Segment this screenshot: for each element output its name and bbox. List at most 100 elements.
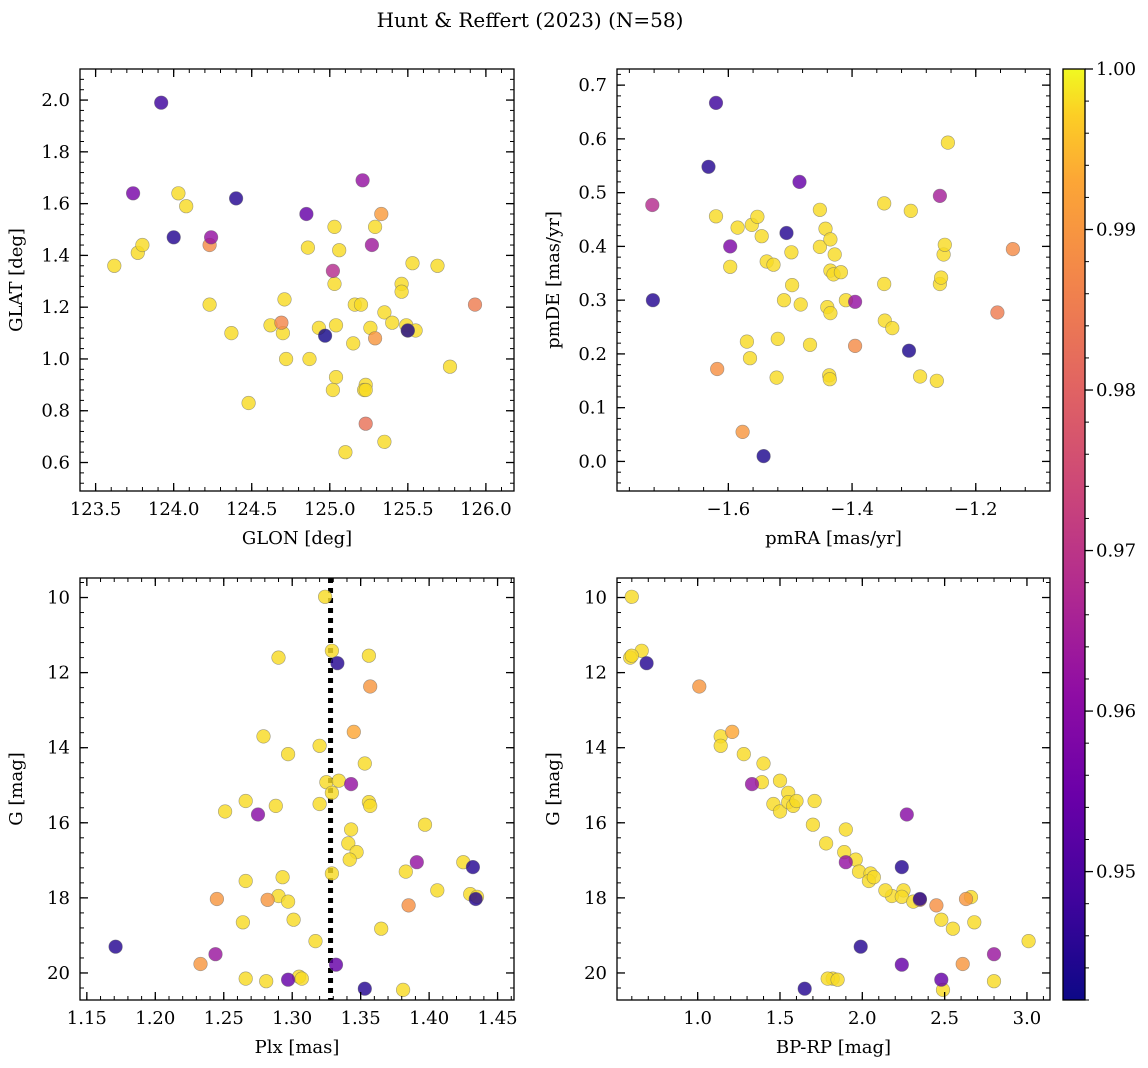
scatter-point [465, 859, 481, 875]
y-tick-label: 0.4 [578, 236, 607, 257]
y-tick-label: 2.0 [41, 90, 70, 111]
scatter-point [368, 219, 383, 234]
scatter-point [853, 939, 868, 954]
scatter-point [179, 199, 194, 214]
scatter-point [792, 174, 807, 189]
scatter-point [286, 912, 301, 927]
scatter-point [894, 957, 909, 972]
x-tick-label: 124.5 [226, 499, 278, 520]
x-tick-label: 2.0 [848, 1008, 877, 1029]
scatter-point [363, 798, 378, 814]
scatter-point [894, 859, 909, 875]
x-axis-label: pmRA [mas/yr] [765, 528, 902, 549]
scatter-point [742, 351, 758, 366]
colorbar-gradient [1062, 68, 1086, 1001]
scatter-point [779, 225, 794, 241]
figure-title: Hunt & Reffert (2023) (N=58) [377, 8, 684, 32]
colorbar-tick-label: 0.99 [1096, 220, 1136, 241]
x-tick-label: 125.0 [304, 499, 356, 520]
x-tick-label: 126.0 [460, 499, 512, 520]
color-magnitude-panel: 1.0 1.5 2.0 2.5 3.0 10 12 14 16 18 20 BP-RP [mag] G … [543, 577, 1051, 1058]
scatter-point [934, 972, 949, 987]
x-tick-label: −1.6 [706, 499, 750, 520]
scatter-point [701, 159, 716, 174]
y-tick-label: 20 [47, 963, 70, 984]
scatter-point [208, 947, 223, 962]
scatter-point [394, 284, 409, 299]
scatter-point [338, 445, 353, 460]
scatter-point [639, 656, 654, 671]
y-tick-label: 1.2 [41, 297, 70, 318]
scatter-point [238, 873, 253, 889]
y-tick-label: 0.0 [578, 451, 607, 472]
scatter-point [838, 822, 853, 837]
scatter-point [259, 974, 274, 989]
scatter-point [318, 328, 333, 343]
scatter-point [328, 957, 344, 972]
scatter-point [281, 972, 296, 987]
axes-frame [79, 577, 515, 1001]
scatter-point [256, 729, 271, 744]
scatter-point [400, 323, 415, 338]
scatter-point [218, 804, 233, 819]
spatial-panel: 123.5 124.0 124.5 125.0 125.5 126.0 0.6 0.8 1.0 1… [6, 68, 515, 549]
scatter-point [903, 203, 918, 218]
scatter-point [739, 334, 755, 349]
scatter-point [361, 648, 377, 663]
scatter-point [812, 239, 828, 254]
scatter-point [398, 864, 413, 879]
scatter-point [822, 372, 837, 387]
x-axis-label: BP-RP [mag] [776, 1037, 891, 1058]
scatter-point [281, 746, 296, 762]
scatter-point [736, 746, 751, 762]
x-tick-label: 1.20 [135, 1008, 175, 1029]
y-tick-label: 1.8 [41, 142, 70, 163]
scatter-point [275, 870, 290, 885]
scatter-point [986, 974, 1002, 989]
scatter-point [789, 793, 804, 809]
y-tick-label: 12 [584, 663, 607, 684]
y-tick-label: 0.2 [578, 344, 607, 365]
scatter-point [344, 822, 359, 837]
y-tick-label: 16 [47, 813, 70, 834]
x-tick-label: 125.5 [382, 499, 434, 520]
y-tick-label: 20 [584, 963, 607, 984]
scatter-point [346, 336, 361, 351]
scatter-point [374, 921, 389, 936]
scatter-point [238, 971, 253, 986]
scatter-point [468, 891, 483, 907]
colorbar-tick-label: 1.00 [1096, 59, 1136, 80]
scatter-point [241, 395, 256, 411]
scatter-point [990, 305, 1005, 320]
scatter-point [797, 981, 812, 996]
colorbar: 0.95 0.96 0.97 0.98 0.99 1.00 [1062, 59, 1136, 1001]
x-tick-label: 1.30 [272, 1008, 312, 1029]
scatter-point [324, 643, 340, 658]
x-tick-label: 1.5 [766, 1008, 795, 1029]
scatter-point [929, 898, 944, 913]
scatter-point [358, 382, 373, 398]
scatter-point [300, 240, 316, 255]
scatter-point [878, 883, 893, 898]
scatter-point [202, 297, 217, 312]
scatter-point [409, 855, 424, 870]
scatter-point [877, 276, 892, 292]
scatter-point [250, 807, 266, 822]
scatter-point [364, 237, 380, 253]
scatter-point [793, 297, 808, 312]
scatter-point [802, 337, 818, 352]
x-tick-label: 3.0 [1013, 1008, 1042, 1029]
scatter-point [209, 891, 224, 907]
y-tick-label: 0.5 [578, 183, 607, 204]
scatter-point [330, 656, 345, 671]
scatter-point [342, 852, 357, 867]
scatter-point [363, 679, 378, 694]
scatter-point [624, 648, 639, 663]
scatter-point [331, 773, 346, 788]
scatter-point [912, 891, 928, 907]
y-tick-label: 0.6 [41, 453, 70, 474]
colorbar-tick-label: 0.95 [1096, 862, 1136, 883]
scatter-point [346, 724, 361, 740]
scatter-point [135, 237, 150, 253]
